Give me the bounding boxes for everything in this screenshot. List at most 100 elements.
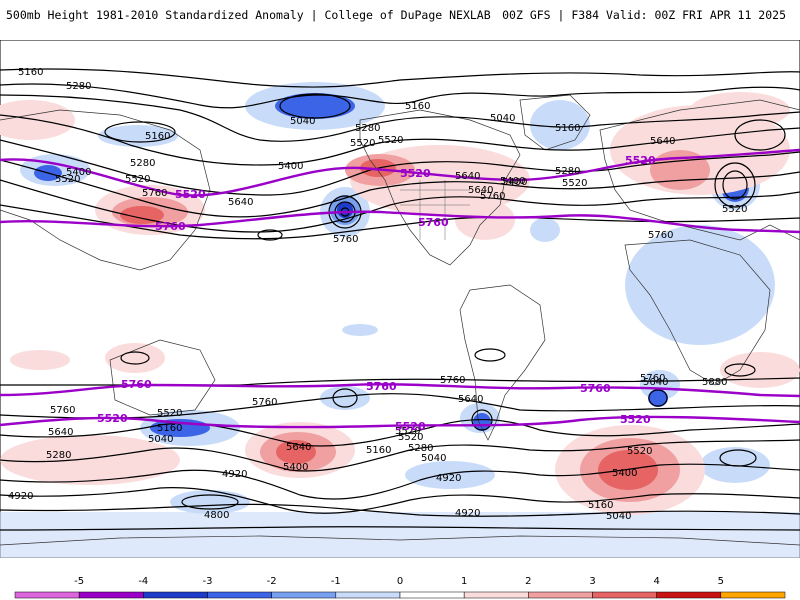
contour-label: 5400 bbox=[283, 462, 308, 473]
contour-label: 4920 bbox=[222, 469, 247, 480]
contour-label: 5280 bbox=[46, 450, 71, 461]
sh-5760-contour bbox=[0, 383, 800, 398]
colorbar-labels: -5 -4 -3 -2 -1 0 1 2 3 4 5 bbox=[74, 576, 724, 587]
contour-label: 5040 bbox=[290, 116, 315, 127]
australia-outline bbox=[109, 339, 216, 416]
contour-label: 5280 bbox=[130, 158, 155, 169]
header: 500mb Height 1981-2010 Standardized Anom… bbox=[0, 0, 800, 30]
greenland-outline bbox=[519, 94, 591, 151]
asia-west-outline bbox=[0, 109, 211, 271]
colorbar-swatch bbox=[463, 591, 529, 599]
contour-label: 5520 bbox=[157, 408, 182, 419]
antarctica-outline bbox=[0, 535, 800, 546]
highlight-label: 5520 bbox=[97, 412, 128, 425]
nh-5760-contour bbox=[0, 210, 800, 234]
contour-label: 5640 bbox=[48, 427, 73, 438]
contour-label: 5520 bbox=[55, 174, 80, 185]
highlight-label: 5520 bbox=[400, 167, 431, 180]
contour-label: 5040 bbox=[606, 511, 631, 522]
colorbar-swatch bbox=[528, 591, 593, 599]
contour-label: 5400 bbox=[278, 161, 303, 172]
colorbar-swatch bbox=[335, 591, 401, 599]
contour-label: 5760 bbox=[50, 405, 75, 416]
colorbar-legend: -5 -4 -3 -2 -1 0 1 2 3 4 5 bbox=[14, 576, 786, 599]
contour-label: 5760 bbox=[252, 397, 277, 408]
highlight-label: 5760 bbox=[155, 220, 186, 233]
highlight-label: 5760 bbox=[418, 216, 449, 229]
north-america-outline bbox=[359, 109, 521, 266]
contour-label: 5640 bbox=[650, 136, 675, 147]
contour-label: 5400 bbox=[502, 177, 527, 188]
contour-label: 5520 bbox=[627, 446, 652, 457]
contour-label: 5040 bbox=[421, 453, 446, 464]
contour-label: 5280 bbox=[355, 123, 380, 134]
colorbar-swatch bbox=[207, 591, 272, 599]
colorbar-tick-label: -5 bbox=[74, 576, 84, 587]
highlight-label: 5760 bbox=[121, 378, 152, 391]
contour-label: 5400 bbox=[66, 167, 91, 178]
contour-label: 5160 bbox=[555, 123, 580, 134]
contour-label: 5520 bbox=[378, 135, 403, 146]
colorbar-tick-label: -3 bbox=[203, 576, 213, 587]
colorbar-tick-label: -1 bbox=[331, 576, 341, 587]
highlight-label: 5760 bbox=[580, 382, 611, 395]
contour-label: 5760 bbox=[333, 234, 358, 245]
contour-label: 5520 bbox=[350, 138, 375, 149]
colorbar-swatch bbox=[656, 591, 722, 599]
sh-5520-contour bbox=[0, 415, 800, 429]
contour-label: 5880 bbox=[702, 377, 727, 388]
contour-label: 5640 bbox=[643, 377, 668, 388]
us-state-grid bbox=[400, 180, 470, 240]
colorbar-swatch bbox=[271, 591, 337, 599]
colorbar-swatch bbox=[720, 591, 786, 599]
contour-label: 5400 bbox=[612, 468, 637, 479]
contour-label: 5520 bbox=[562, 178, 587, 189]
positive-anomaly-shading bbox=[0, 92, 800, 515]
contour-label: 5280 bbox=[408, 443, 433, 454]
contour-label: 5520 bbox=[395, 426, 420, 437]
contour-label: 4920 bbox=[436, 473, 461, 484]
colorbar-swatch bbox=[78, 591, 144, 599]
contour-label: 4800 bbox=[204, 510, 229, 521]
colorbar-tick-label: -2 bbox=[267, 576, 277, 587]
contour-label: 5160 bbox=[405, 101, 430, 112]
contour-label: 5760 bbox=[648, 230, 673, 241]
colorbar-swatch bbox=[14, 591, 80, 599]
map-title: 500mb Height 1981-2010 Standardized Anom… bbox=[6, 8, 491, 22]
contour-label: 5640 bbox=[458, 394, 483, 405]
contour-label: 5640 bbox=[468, 185, 493, 196]
highlight-label: 5520 bbox=[395, 420, 426, 433]
contour-label: 5280 bbox=[66, 81, 91, 92]
contour-label: 5520 bbox=[722, 204, 747, 215]
contour-label: 4920 bbox=[455, 508, 480, 519]
contour-label: 5760 bbox=[480, 191, 505, 202]
continent-outlines bbox=[0, 94, 800, 546]
contour-label: 5160 bbox=[157, 423, 182, 434]
highlight-label: 5520 bbox=[625, 154, 656, 167]
contour-label: 5760 bbox=[142, 188, 167, 199]
africa-outline bbox=[624, 239, 771, 386]
colorbar-tick-label: 0 bbox=[397, 576, 403, 587]
contour-label: 5280 bbox=[555, 166, 580, 177]
highlight-contours bbox=[0, 148, 800, 429]
contour-label: 5640 bbox=[455, 171, 480, 182]
highlight-label: 5520 bbox=[620, 413, 651, 426]
highlight-label: 5760 bbox=[366, 380, 397, 393]
colorbar-tick-label: 5 bbox=[718, 576, 724, 587]
contour-label: 5760 bbox=[440, 375, 465, 386]
highlight-contour-labels: 5520 5520 5520 5760 5760 5760 5760 5760 … bbox=[97, 154, 656, 433]
colorbar-swatch bbox=[399, 591, 465, 599]
colorbar-tick-label: 2 bbox=[525, 576, 531, 587]
colorbar-tick-label: 4 bbox=[653, 576, 659, 587]
colorbar-tick-label: -4 bbox=[138, 576, 148, 587]
contour-labels: 5160 5280 5160 5040 5280 5520 5160 5040 … bbox=[8, 67, 747, 522]
highlight-label: 5520 bbox=[175, 188, 206, 201]
contour-label: 5640 bbox=[286, 442, 311, 453]
contour-label: 5040 bbox=[148, 434, 173, 445]
contour-label: 5160 bbox=[366, 445, 391, 456]
colorbar-swatch bbox=[143, 591, 208, 599]
contour-label: 5760 bbox=[640, 373, 665, 384]
eurasia-outline bbox=[599, 99, 800, 241]
nh-5520-contour bbox=[0, 148, 800, 197]
run-valid-time: 00Z GFS | F384 Valid: 00Z FRI APR 11 202… bbox=[502, 8, 786, 22]
